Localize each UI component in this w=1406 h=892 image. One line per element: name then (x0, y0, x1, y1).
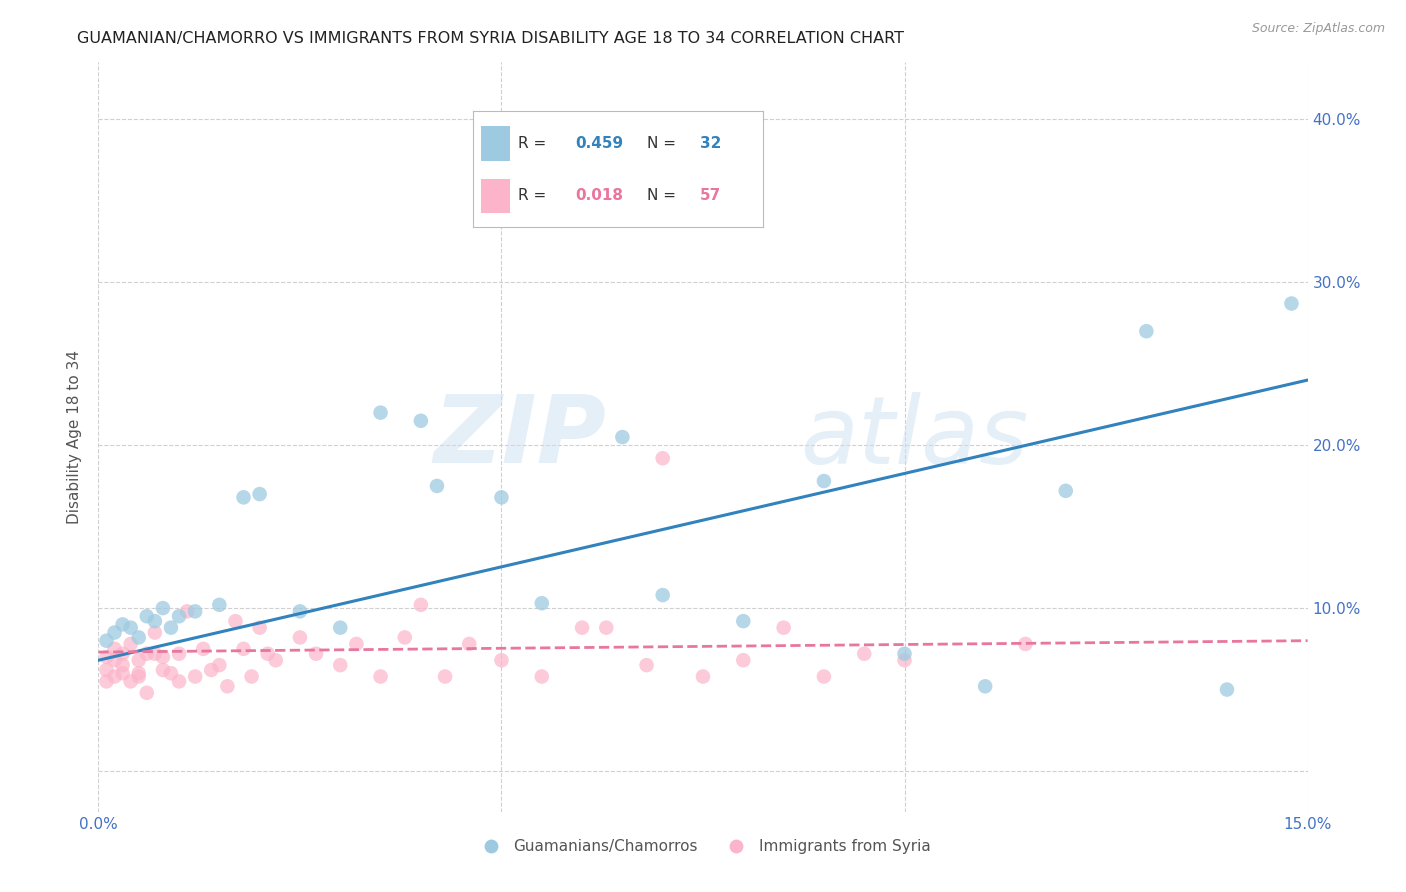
Point (733, 653, 755, 667)
Point (813, 474, 835, 488)
Point (1014, 637, 1036, 651)
Point (1281, 296, 1303, 310)
Point (249, 621, 271, 635)
Point (103, 669, 125, 683)
Point (200, 663, 222, 677)
Point (167, 674, 190, 689)
Point (208, 658, 231, 673)
Point (530, 669, 553, 683)
Point (111, 666, 134, 681)
Point (329, 621, 352, 635)
Point (772, 621, 794, 635)
Point (240, 669, 263, 683)
Point (193, 641, 215, 656)
Point (217, 679, 239, 693)
Point (692, 669, 714, 683)
Point (135, 686, 157, 700)
Point (96, 650, 118, 665)
Point (160, 621, 183, 635)
Point (530, 596, 553, 610)
Point (370, 406, 392, 420)
Point (571, 621, 593, 635)
Text: Source: ZipAtlas.com: Source: ZipAtlas.com (1251, 22, 1385, 36)
Point (329, 658, 352, 673)
Point (1135, 324, 1157, 338)
Point (111, 617, 134, 632)
Point (288, 631, 311, 645)
Point (491, 653, 513, 667)
Point (651, 588, 673, 602)
Point (256, 647, 278, 661)
Point (224, 614, 246, 628)
Point (571, 174, 593, 188)
Point (128, 631, 150, 645)
Point (111, 658, 134, 673)
Point (853, 647, 876, 661)
Point (184, 604, 207, 618)
Point (974, 679, 997, 693)
Point (143, 625, 166, 640)
Point (96, 674, 118, 689)
Text: ZIP: ZIP (433, 391, 606, 483)
Point (426, 479, 449, 493)
Point (636, 658, 658, 673)
Point (120, 637, 142, 651)
Point (491, 491, 513, 505)
Point (232, 641, 254, 656)
Point (103, 653, 125, 667)
Point (288, 604, 311, 618)
Point (651, 451, 673, 466)
Legend: Guamanians/Chamorros, Immigrants from Syria: Guamanians/Chamorros, Immigrants from Sy… (470, 833, 936, 860)
Point (813, 669, 835, 683)
Point (458, 637, 481, 651)
Point (167, 647, 190, 661)
Point (152, 601, 174, 615)
Point (893, 653, 915, 667)
Point (305, 647, 328, 661)
Point (96, 633, 118, 648)
Y-axis label: Disability Age 18 to 34: Disability Age 18 to 34 (67, 350, 83, 524)
Point (249, 487, 271, 501)
Point (370, 669, 392, 683)
Point (595, 621, 617, 635)
Point (135, 609, 157, 624)
Point (612, 430, 634, 444)
Point (120, 621, 142, 635)
Point (409, 414, 432, 428)
Point (128, 669, 150, 683)
Text: atlas: atlas (800, 392, 1028, 483)
Point (394, 631, 416, 645)
Point (103, 641, 125, 656)
Point (128, 653, 150, 667)
Point (152, 663, 174, 677)
Point (103, 625, 125, 640)
Point (96, 663, 118, 677)
Point (434, 669, 457, 683)
Point (128, 666, 150, 681)
Point (143, 614, 166, 628)
Point (143, 647, 166, 661)
Point (160, 666, 183, 681)
Point (1054, 483, 1077, 498)
Point (208, 598, 231, 612)
Point (344, 637, 367, 651)
Point (893, 647, 915, 661)
Point (232, 491, 254, 505)
Point (120, 674, 142, 689)
Point (176, 604, 198, 618)
Point (152, 650, 174, 665)
Point (1216, 682, 1239, 697)
Point (733, 614, 755, 628)
Point (111, 647, 134, 661)
Point (184, 669, 207, 683)
Point (409, 598, 432, 612)
Point (135, 647, 157, 661)
Point (264, 653, 287, 667)
Point (167, 609, 190, 624)
Text: GUAMANIAN/CHAMORRO VS IMMIGRANTS FROM SYRIA DISABILITY AGE 18 TO 34 CORRELATION : GUAMANIAN/CHAMORRO VS IMMIGRANTS FROM SY… (77, 31, 904, 46)
